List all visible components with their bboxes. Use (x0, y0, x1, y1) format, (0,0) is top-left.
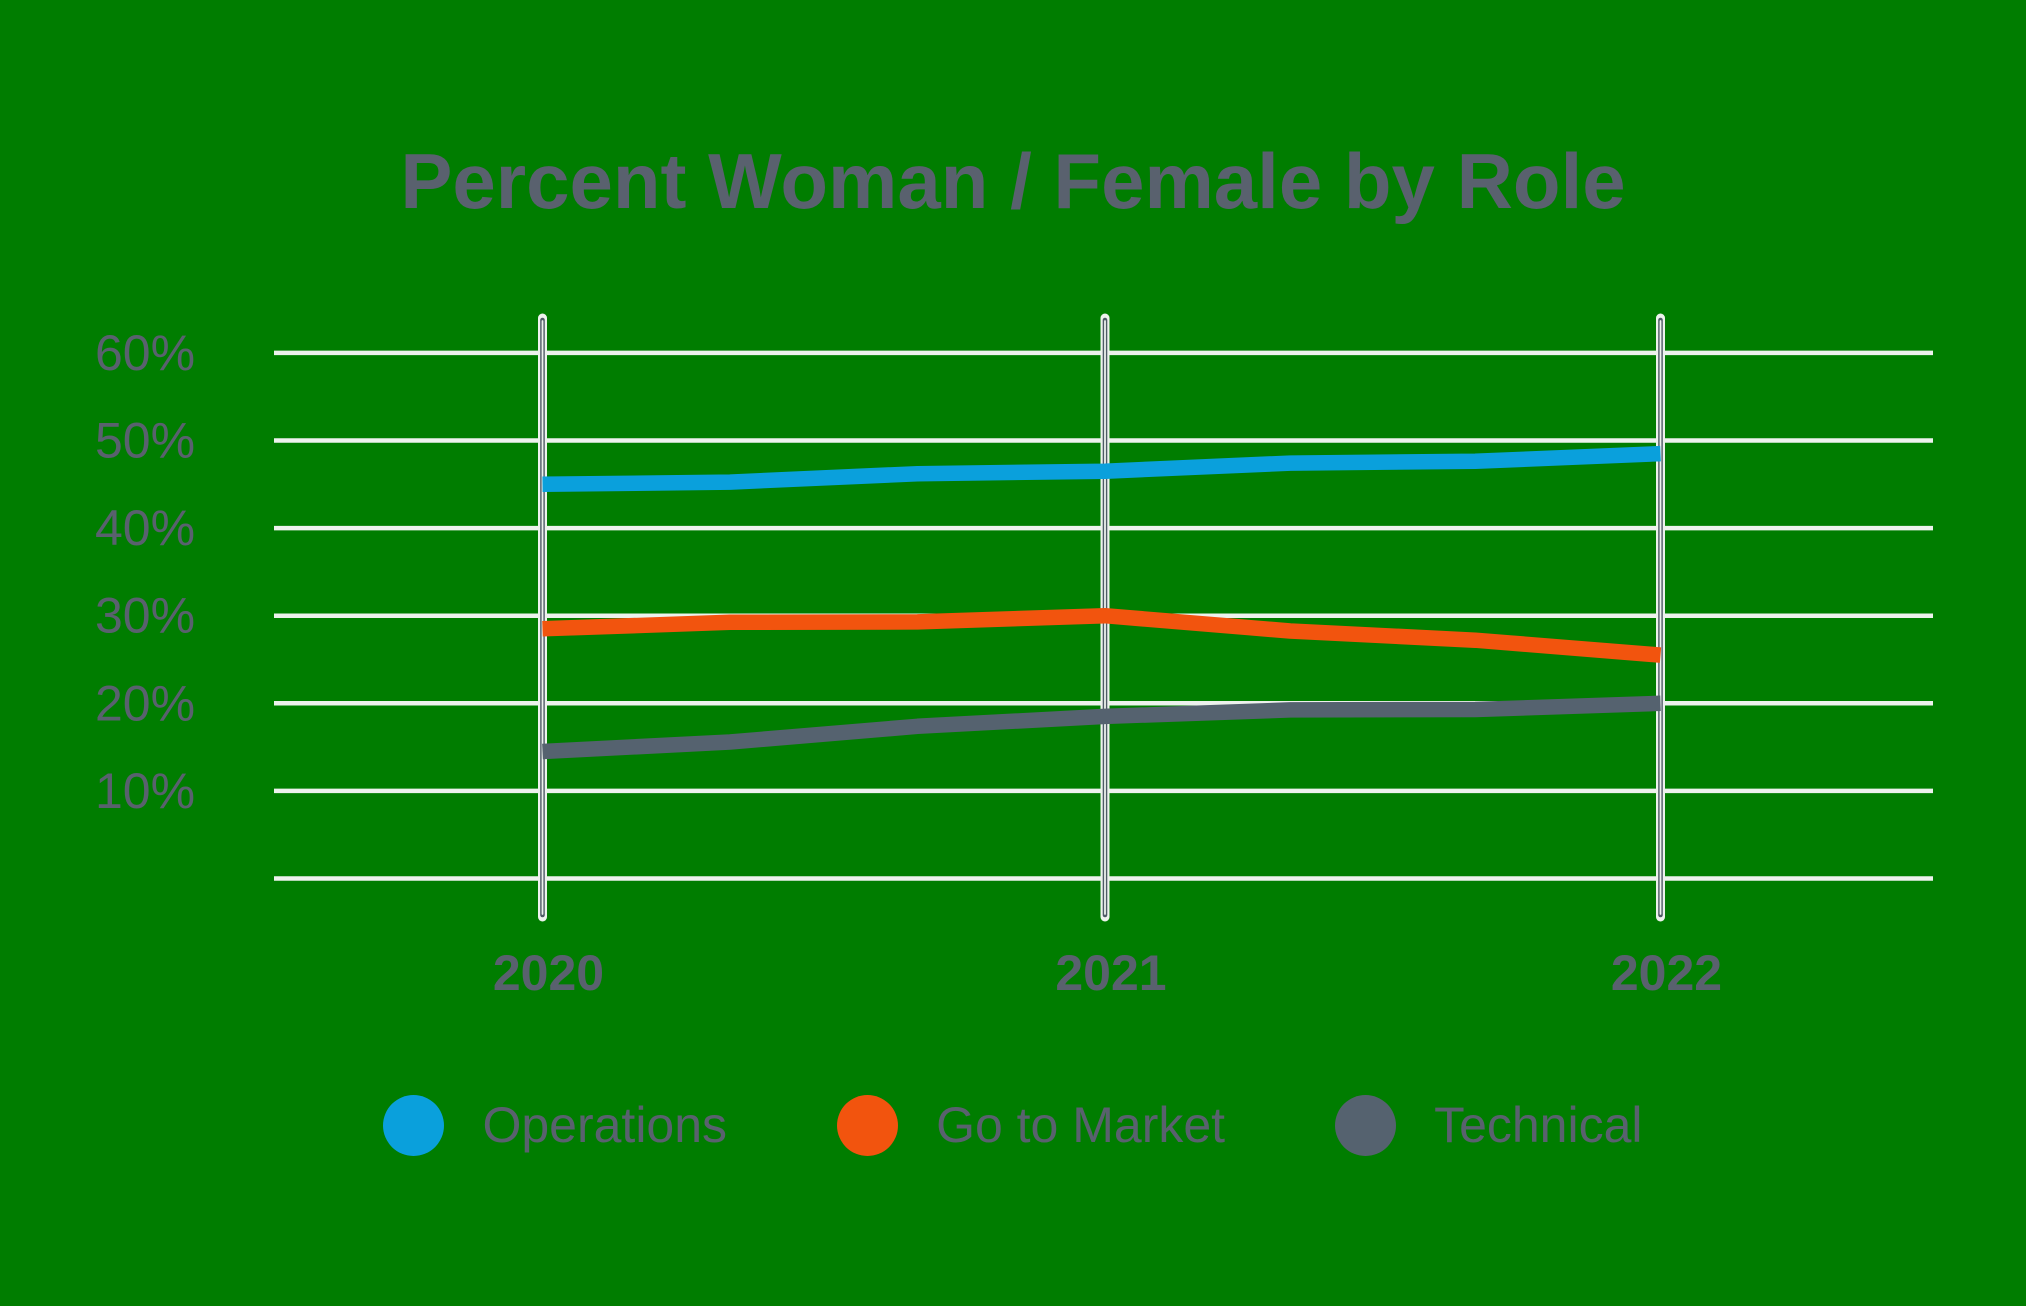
operations-series-dot-icon (383, 1095, 445, 1156)
legend-item-go-to-market: Go to Market (837, 1095, 1225, 1156)
series-line-go-to-market (542, 607, 1662, 663)
legend-label-operations: Operations (482, 1097, 728, 1153)
chart-legend: Operations Go to Market Technical (0, 1095, 2026, 1156)
legend-label-technical: Technical (1434, 1097, 1643, 1153)
legend-item-technical: Technical (1335, 1095, 1643, 1156)
series-line-technical (542, 695, 1661, 760)
y-axis-tick-label: 50% (95, 413, 195, 469)
x-axis-tick-label: 2022 (1611, 945, 1722, 1001)
legend-item-operations: Operations (383, 1095, 727, 1156)
technical-series-dot-icon (1335, 1095, 1397, 1156)
series-line-operations (542, 445, 1661, 493)
legend-label-go-to-market: Go to Market (936, 1097, 1226, 1153)
y-axis-tick-label: 30% (95, 588, 195, 644)
go-to-market-series-dot-icon (837, 1095, 899, 1156)
x-axis-tick-label: 2021 (1055, 945, 1166, 1001)
y-axis-tick-label: 10% (95, 763, 195, 819)
chart-title: Percent Woman / Female by Role (400, 137, 1626, 225)
x-axis-tick-label: 2020 (493, 945, 604, 1001)
y-axis-tick-label: 40% (95, 500, 195, 556)
y-axis-tick-label: 60% (95, 325, 195, 381)
y-axis-tick-label: 20% (95, 675, 195, 731)
